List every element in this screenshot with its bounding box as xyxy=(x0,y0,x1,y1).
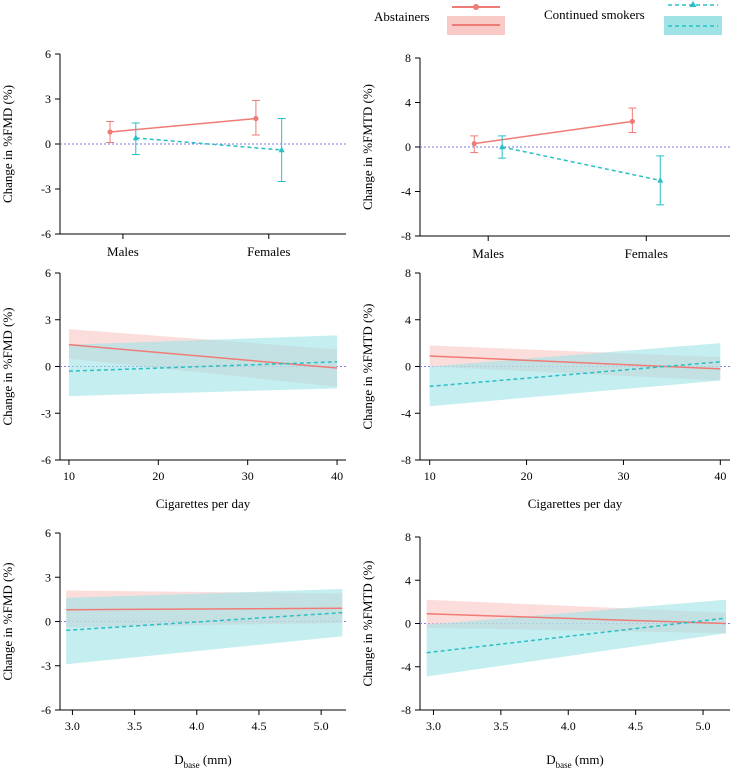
confidence-band-smokers xyxy=(66,589,343,665)
y-tick-label: 3 xyxy=(45,570,51,584)
fit-line-smokers xyxy=(426,617,727,654)
panel-fmtd-cig: -8 -4 0 4 8 Change in %FMTD (%) 10 20 30 40 Cigare… xyxy=(360,266,730,511)
y-tick-label: -3 xyxy=(41,659,51,673)
data-point xyxy=(132,134,139,141)
y-tick-label: 4 xyxy=(405,573,411,587)
x-axis-label: Cigarettes per day xyxy=(528,496,623,511)
x-tick-label: 5.0 xyxy=(314,719,329,733)
y-tick-label: 0 xyxy=(405,360,411,374)
x-tick-label: 10 xyxy=(63,469,75,483)
data-point xyxy=(278,146,285,153)
y-tick-label: 0 xyxy=(45,615,51,629)
x-tick-label: Females xyxy=(247,244,290,259)
fit-line-smokers xyxy=(68,361,338,372)
confidence-band-smokers xyxy=(429,343,721,407)
x-tick-label: 3.5 xyxy=(127,719,142,733)
y-tick-label: 3 xyxy=(45,92,51,106)
y-tick-label: -8 xyxy=(401,703,411,717)
panel-fmtd-dbase: -8 -4 0 4 8 Change in %FMTD (%) 3.0 3.5 4.0 4.5 5.… xyxy=(360,530,730,770)
fit-line-abstainers xyxy=(66,607,343,611)
y-tick-label: -3 xyxy=(41,182,51,196)
x-axis-label: Dbase (mm) xyxy=(546,752,604,770)
y-axis-label: Change in %FMTD (%) xyxy=(360,560,375,686)
panel-fmd-sex: -6 -3 0 3 6 Change in %FMD (%) Males Females xyxy=(0,47,346,259)
y-tick-label: 4 xyxy=(405,313,411,327)
x-tick-label: 4.0 xyxy=(561,719,576,733)
y-tick-label: 0 xyxy=(405,140,411,154)
data-point xyxy=(471,141,477,147)
fit-line-abstainers xyxy=(426,613,726,625)
y-tick-label: -4 xyxy=(401,185,411,199)
x-axis-label: Cigarettes per day xyxy=(156,496,251,511)
x-tick-label: 20 xyxy=(152,469,164,483)
y-axis-label: Change in %FMD (%) xyxy=(0,85,15,203)
panel-fmtd-sex: -8 -4 0 4 8 Change in %FMTD (%) Males Females xyxy=(360,51,730,261)
panel-fmd-dbase: -6 -3 0 3 6 Change in %FMD (%) 3.0 3.5 4.0 4.5 5.0… xyxy=(0,526,346,770)
y-axis-label: Change in %FMTD (%) xyxy=(360,84,375,210)
y-tick-label: 0 xyxy=(45,360,51,374)
data-point xyxy=(657,176,664,183)
x-tick-label: 40 xyxy=(331,469,343,483)
data-point xyxy=(253,115,259,122)
y-tick-label: 3 xyxy=(45,313,51,327)
series-line-abstainers xyxy=(109,117,256,133)
data-point xyxy=(107,129,113,135)
fit-line-abstainers xyxy=(429,355,721,370)
x-tick-label: 5.0 xyxy=(696,719,711,733)
x-tick-label: Females xyxy=(625,246,668,261)
x-tick-label: 4.0 xyxy=(189,719,204,733)
legend-key-abstainers xyxy=(447,4,505,35)
y-tick-label: 8 xyxy=(405,530,411,544)
legend-label-abstainers: Abstainers xyxy=(374,9,430,24)
y-tick-label: -4 xyxy=(401,660,411,674)
legend-key-smokers xyxy=(664,1,722,35)
x-tick-label: 40 xyxy=(714,469,726,483)
data-point xyxy=(629,118,635,125)
series-line-smokers xyxy=(501,146,661,182)
x-tick-label: 4.5 xyxy=(251,719,266,733)
legend-key-abstainers-marker xyxy=(473,4,479,10)
y-tick-label: 0 xyxy=(45,137,51,151)
y-axis-label: Change in %FMD (%) xyxy=(0,307,15,425)
x-tick-label: 3.0 xyxy=(426,719,441,733)
y-tick-label: 4 xyxy=(405,96,411,110)
y-tick-label: -6 xyxy=(41,227,51,241)
x-axis-label: Dbase (mm) xyxy=(174,752,232,770)
x-tick-label: 20 xyxy=(521,469,533,483)
confidence-band-smokers xyxy=(426,599,726,677)
series-line-abstainers xyxy=(474,120,633,145)
y-tick-label: 6 xyxy=(45,266,51,280)
y-tick-label: -6 xyxy=(41,453,51,467)
y-tick-label: -8 xyxy=(401,453,411,467)
x-tick-label: 3.5 xyxy=(493,719,508,733)
fit-line-abstainers xyxy=(68,343,338,369)
y-tick-label: 0 xyxy=(405,617,411,631)
series-line-smokers xyxy=(135,137,282,151)
y-tick-label: -3 xyxy=(41,406,51,420)
confidence-band-smokers xyxy=(68,335,338,397)
y-axis-label: Change in %FMD (%) xyxy=(0,562,15,680)
data-point xyxy=(499,143,506,150)
x-tick-label: 3.0 xyxy=(65,719,80,733)
x-tick-label: Males xyxy=(472,246,504,261)
y-axis-label: Change in %FMTD (%) xyxy=(360,303,375,429)
x-tick-label: 10 xyxy=(424,469,436,483)
y-tick-label: -8 xyxy=(401,229,411,243)
y-tick-label: 6 xyxy=(45,47,51,61)
panel-fmd-cig: -6 -3 0 3 6 Change in %FMD (%) 10 20 30 40 Cigaret… xyxy=(0,266,346,511)
y-tick-label: -6 xyxy=(41,703,51,717)
legend-key-smokers-marker xyxy=(689,1,697,7)
x-tick-label: Males xyxy=(107,244,139,259)
legend-label-smokers: Continued smokers xyxy=(544,7,645,22)
y-tick-label: -4 xyxy=(401,406,411,420)
y-tick-label: 6 xyxy=(45,526,51,540)
legend: Abstainers Continued smokers xyxy=(374,1,722,35)
y-tick-label: 8 xyxy=(405,266,411,280)
x-tick-label: 30 xyxy=(242,469,254,483)
x-tick-label: 30 xyxy=(617,469,629,483)
y-tick-label: 8 xyxy=(405,51,411,65)
x-tick-label: 4.5 xyxy=(628,719,643,733)
